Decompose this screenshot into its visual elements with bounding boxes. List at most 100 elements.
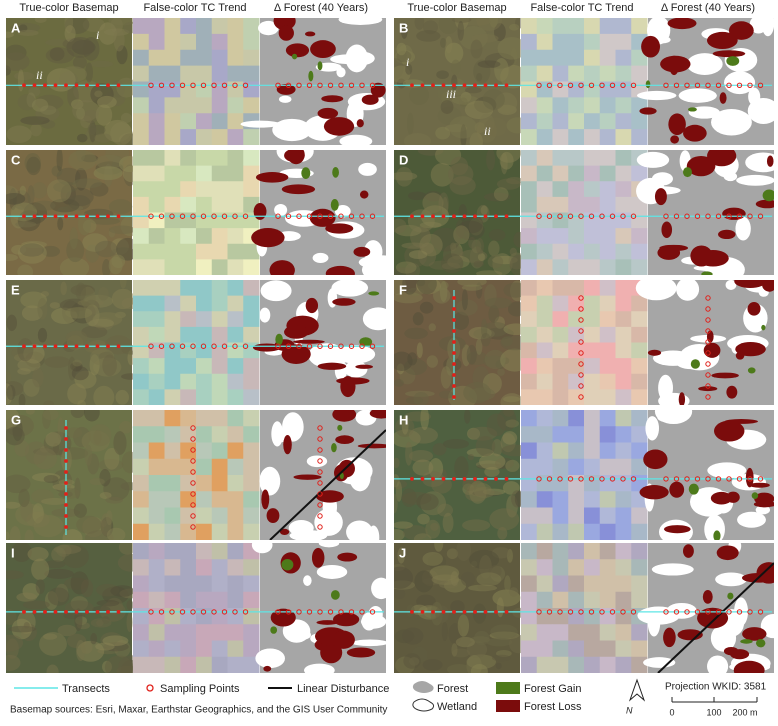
terrain bbox=[407, 352, 418, 366]
wetland bbox=[363, 240, 383, 264]
trend-pixel bbox=[148, 389, 165, 405]
terrain bbox=[15, 221, 37, 228]
trend-pixel bbox=[584, 113, 601, 130]
trend-pixel bbox=[164, 129, 181, 145]
wetland bbox=[651, 563, 694, 576]
terrain bbox=[403, 133, 432, 145]
trend-pixel bbox=[631, 49, 648, 67]
forest-loss bbox=[698, 386, 718, 392]
trend-pixel bbox=[133, 410, 150, 427]
trend-pixel bbox=[521, 491, 538, 508]
trend-pixel bbox=[211, 33, 228, 51]
trend-pixel bbox=[164, 591, 181, 609]
trend-pixel bbox=[180, 373, 197, 390]
trend-pixel bbox=[196, 49, 213, 67]
terrain bbox=[6, 192, 26, 205]
trend-pixel bbox=[615, 33, 632, 51]
terrain bbox=[464, 410, 471, 424]
panel-label: E bbox=[11, 282, 20, 297]
forest-loss bbox=[263, 665, 272, 672]
trend-pixel bbox=[196, 458, 213, 476]
sampling-point bbox=[705, 339, 711, 345]
trend-pixel bbox=[521, 243, 538, 260]
trend-pixel bbox=[148, 523, 165, 540]
source-note: Basemap sources: Esri, Maxar, Earthstar … bbox=[10, 705, 387, 716]
terrain bbox=[401, 415, 409, 435]
trend-pixel bbox=[521, 259, 538, 275]
trend-pixel bbox=[568, 507, 585, 525]
trend-pixel bbox=[164, 608, 181, 625]
terrain bbox=[487, 255, 504, 269]
sampling-point bbox=[726, 213, 732, 219]
forest-gain bbox=[317, 61, 323, 71]
forest-loss bbox=[716, 545, 739, 561]
terrain bbox=[49, 302, 61, 309]
trend-pixel bbox=[243, 97, 260, 114]
sampling-point bbox=[190, 458, 196, 464]
terrain bbox=[96, 599, 120, 607]
trend-pixel bbox=[196, 426, 213, 443]
sampling-point bbox=[179, 609, 186, 615]
terrain bbox=[394, 171, 418, 181]
sampling-point bbox=[190, 609, 196, 615]
forest-loss bbox=[747, 301, 761, 316]
sampling-point bbox=[317, 469, 323, 475]
terrain bbox=[72, 359, 83, 367]
trend-pixel bbox=[584, 129, 601, 145]
sampling-point bbox=[726, 82, 732, 89]
sampling-point bbox=[599, 213, 605, 219]
wetland bbox=[274, 203, 288, 217]
trend-pixel bbox=[568, 311, 585, 328]
panel-tiles bbox=[6, 150, 386, 275]
trend-pixel bbox=[568, 129, 585, 145]
forest-loss bbox=[714, 420, 745, 442]
terrain bbox=[412, 459, 434, 476]
terrain bbox=[468, 387, 496, 401]
sampling-point bbox=[410, 477, 414, 481]
sampling-point bbox=[317, 480, 323, 486]
forest-loss-symbol bbox=[496, 700, 520, 712]
forest-loss bbox=[283, 435, 292, 455]
trend-pixel bbox=[552, 575, 569, 593]
sampling-point bbox=[473, 83, 477, 88]
trend-pixel bbox=[615, 280, 632, 297]
sampling-point bbox=[85, 610, 89, 614]
terrain bbox=[84, 444, 93, 466]
terrain bbox=[408, 426, 438, 444]
sampling-point bbox=[169, 343, 175, 349]
wetland bbox=[645, 416, 660, 441]
sampling-point bbox=[705, 394, 711, 400]
trend-pixel bbox=[211, 196, 228, 213]
sampling-point bbox=[148, 82, 154, 89]
sampling-point bbox=[536, 213, 542, 219]
sampling-point bbox=[158, 343, 165, 349]
trend-pixel bbox=[552, 507, 569, 525]
sampling-point bbox=[684, 82, 690, 89]
forest-gain bbox=[332, 166, 339, 178]
trend-pixel bbox=[584, 196, 601, 213]
terrain bbox=[44, 560, 66, 569]
trend-pixel bbox=[521, 165, 538, 182]
sampling-point bbox=[630, 82, 637, 89]
trend-pixel bbox=[133, 523, 150, 540]
sampling-point bbox=[473, 477, 477, 481]
trend-pixel bbox=[180, 410, 197, 427]
forest-loss bbox=[317, 362, 347, 370]
terrain bbox=[394, 457, 400, 469]
trend-pixel bbox=[552, 608, 569, 625]
trend-pixel bbox=[552, 49, 569, 67]
terrain bbox=[6, 426, 25, 446]
wetland bbox=[362, 307, 386, 331]
trend-pixel bbox=[552, 342, 569, 359]
sampling-point bbox=[359, 609, 365, 615]
terrain bbox=[475, 436, 496, 457]
trend-pixel bbox=[227, 543, 244, 560]
trend-pixel bbox=[615, 228, 632, 245]
trend-pixel bbox=[211, 373, 228, 390]
forest-loss bbox=[722, 207, 746, 220]
terrain bbox=[446, 548, 459, 559]
terrain bbox=[435, 605, 450, 623]
terrain bbox=[489, 508, 520, 531]
terrain bbox=[394, 493, 398, 514]
sampling-point bbox=[190, 82, 196, 89]
